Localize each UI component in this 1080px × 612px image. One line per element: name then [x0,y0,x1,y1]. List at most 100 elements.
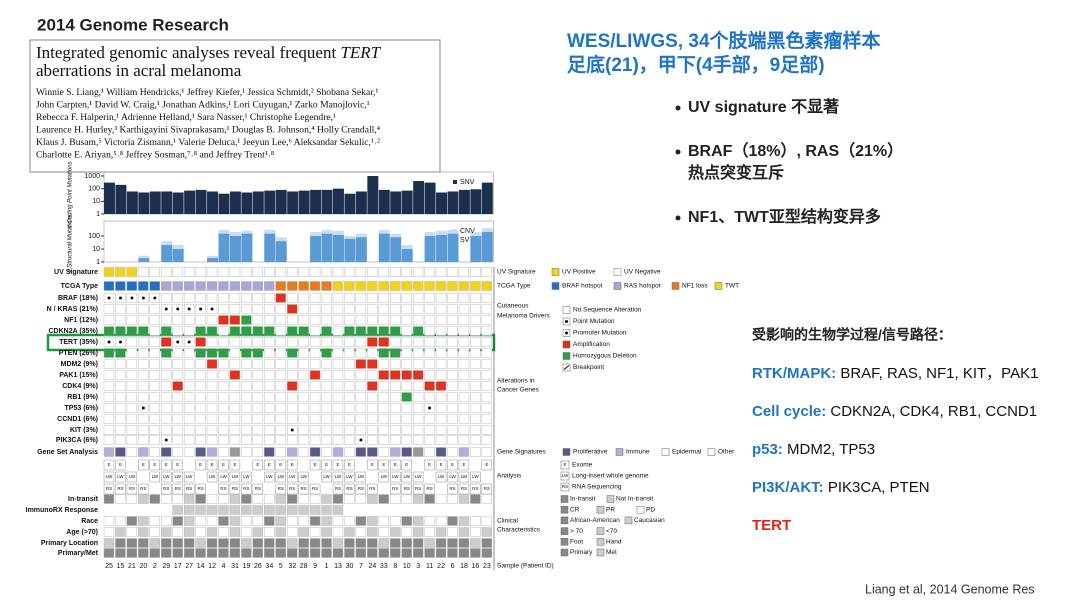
cell [149,370,160,380]
cell [183,315,195,325]
clinical-cell [172,516,183,526]
cell [309,304,321,314]
clinical-cell [321,505,332,515]
row-label: Primary Location [41,540,98,547]
cell [172,414,183,424]
pathway: RTK/MAPK: BRAF, RAS, NF1, KIT，PAK1 [752,365,1038,382]
cell [447,414,458,424]
clinical-cell [378,538,389,548]
cell [321,293,332,303]
analysis-code: RS [301,486,307,491]
clinical-cell [183,548,195,558]
cell [126,435,138,445]
cell [275,293,286,303]
group-label: Alterations in [497,378,535,385]
analysis-cell [161,459,172,471]
clinical-cell [252,494,264,504]
cell [401,403,412,413]
legend-swatch [596,538,605,546]
cell [252,293,264,303]
legend-swatch [560,527,569,535]
bar [355,191,367,214]
pathway-name: RTK/MAPK: [752,365,836,382]
cell [298,304,309,314]
cell [103,281,115,291]
cell [229,304,241,314]
cell [481,392,493,402]
bar [264,233,276,262]
clinical-cell [390,538,401,548]
legend-label: Proliferative [573,449,608,456]
legend-swatch [613,282,622,290]
clinical-cell [424,548,435,558]
cell [321,414,332,424]
analysis-code: RS [197,486,203,491]
clinical-cell [355,538,367,548]
cell [390,304,401,314]
cell [264,348,275,358]
cell [287,293,298,303]
cell [367,435,378,445]
analysis-cell [458,459,470,471]
cell [367,267,378,277]
cell [309,381,321,391]
cell [218,359,229,369]
cell [447,447,458,457]
cell [458,403,470,413]
cell [161,359,172,369]
analysis-code: RS [278,486,284,491]
clinical-cell [195,548,206,558]
sample-id: 13 [334,563,342,570]
analysis-cell [309,459,321,471]
clinical-cell [367,516,378,526]
legend-swatch [562,352,571,360]
clinical-cell [275,527,286,537]
cell [332,370,344,380]
cell [401,447,412,457]
cell [344,304,355,314]
cell [287,326,298,336]
clinical-cell [103,548,115,558]
legend-label: In-transit [570,496,595,503]
legend-label: NF1 loss [682,283,708,290]
bar [436,234,447,262]
cell [378,315,389,325]
clinical-cell [298,505,309,515]
legend-label: African-American [570,517,620,524]
cell [241,267,252,277]
analysis-code: LW [415,474,422,479]
cell-dot [107,296,111,300]
analysis-cell [183,483,195,495]
analysis-cell [344,471,355,483]
analysis-cell [367,459,378,471]
clinical-cell [435,548,447,558]
row-label: PAK1 (15%) [59,372,98,379]
cell [195,315,206,325]
pathway-title: 受影响的生物学过程/信号路径： [752,327,952,343]
cell [321,337,332,347]
cell [481,304,493,314]
cell [355,381,367,391]
analysis-code: LW [289,474,296,479]
cell [412,348,424,358]
clinical-cell [378,527,389,537]
cell [149,348,160,358]
cell [287,403,298,413]
pathway: PI3K/AKT: PIK3CA, PTEN [752,479,930,496]
cell [481,293,493,303]
cell [435,381,447,391]
cell-dot [130,296,134,300]
clinical-cell [218,548,229,558]
analysis-code: E [233,462,236,467]
sample-id: 32 [288,563,296,570]
analysis-code: E [268,462,271,467]
clinical-cell [206,548,218,558]
cell-dot [153,296,157,300]
sample-id: 11 [426,563,433,570]
cell [161,392,172,402]
analysis-cell [275,459,286,471]
cell [321,304,332,314]
clinical-cell [412,538,424,548]
analysis-code: RS [129,486,135,491]
clinical-cell [161,494,172,504]
